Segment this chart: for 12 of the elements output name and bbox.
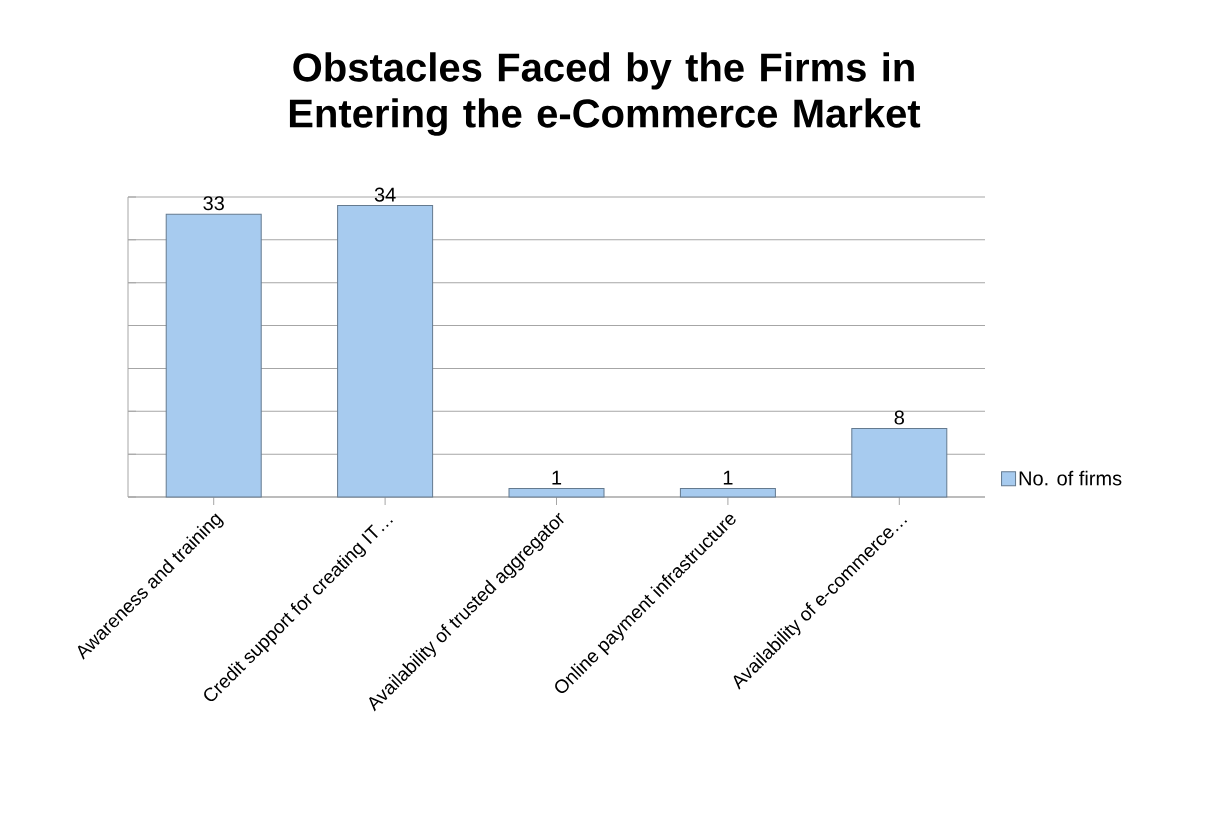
bar [337, 205, 434, 498]
bar [165, 213, 262, 498]
data-label: 8 [894, 410, 904, 425]
chart-title: Obstacles Faced by the Firms in Entering the e-Commerce Market [289, 52, 921, 136]
legend-label: No. of firms [1019, 470, 1122, 486]
bar [679, 487, 776, 498]
bar [508, 487, 605, 498]
data-label: 1 [723, 470, 733, 485]
data-label: 34 [374, 187, 396, 202]
bar [851, 427, 948, 498]
data-label: 33 [203, 196, 224, 211]
data-label: 1 [552, 470, 562, 485]
